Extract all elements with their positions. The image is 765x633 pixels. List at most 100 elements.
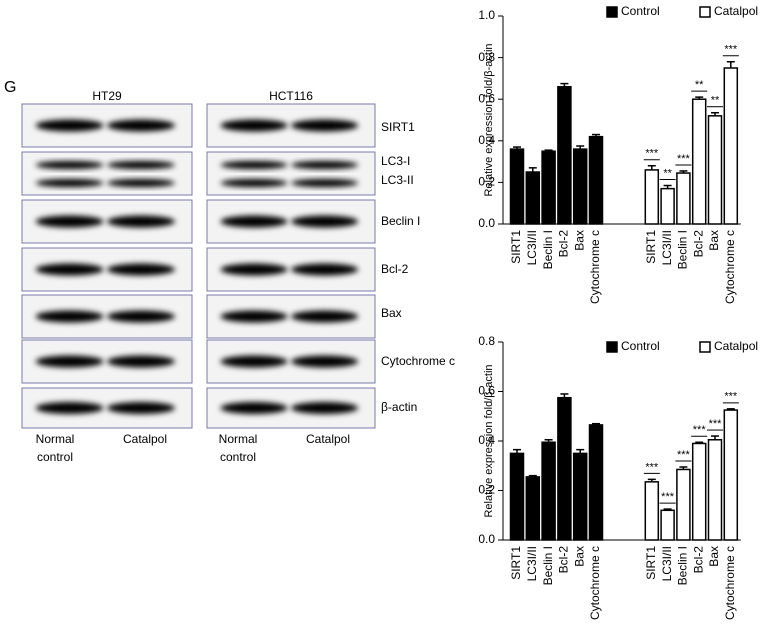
protein-label: Bax — [381, 306, 402, 320]
y-tick-label: 0.8 — [478, 50, 495, 64]
protein-label: SIRT1 — [381, 120, 415, 134]
lane-label: control — [37, 450, 73, 464]
protein-label: β-actin — [381, 400, 417, 414]
significance-label: *** — [645, 148, 659, 160]
significance-label: *** — [677, 153, 691, 165]
bar — [707, 115, 723, 225]
x-tick-label: LC3I/II — [660, 546, 674, 581]
bar — [691, 98, 707, 225]
x-tick-label: LC3I/II — [525, 230, 539, 265]
bar — [572, 148, 588, 225]
bar — [691, 442, 707, 541]
blot-band — [107, 161, 175, 169]
y-tick-label: 0.6 — [478, 91, 495, 105]
y-tick-label: 0.2 — [478, 175, 495, 189]
blot-band — [220, 161, 288, 169]
panel-label: G — [4, 79, 16, 96]
lane-label: Catalpol — [123, 432, 167, 446]
x-tick-label: Beclin I — [541, 230, 555, 269]
significance-label: *** — [724, 44, 738, 56]
bar — [676, 172, 691, 225]
blot-band — [35, 119, 104, 132]
lane-label: control — [220, 450, 256, 464]
bar — [557, 85, 572, 225]
lane-label: Normal — [36, 432, 75, 446]
y-tick-label: 0.0 — [478, 532, 495, 546]
significance-label: *** — [709, 418, 723, 430]
protein-label: Bcl-2 — [381, 262, 409, 276]
y-tick-label: 1.0 — [478, 8, 495, 22]
x-tick-label: Bax — [707, 546, 721, 567]
bar — [723, 409, 739, 541]
blot-band — [220, 119, 288, 132]
blot-band — [107, 355, 175, 368]
significance-label: ** — [663, 167, 672, 179]
x-tick-label: Bax — [572, 230, 586, 251]
x-tick-label: SIRT1 — [509, 546, 523, 580]
legend-label: Catalpol — [714, 4, 758, 18]
x-tick-label: Beclin I — [676, 230, 690, 269]
x-tick-label: SIRT1 — [644, 546, 658, 580]
blot-band — [220, 215, 288, 228]
significance-label: ** — [695, 79, 704, 91]
bar — [588, 135, 604, 225]
legend-swatch — [606, 341, 618, 353]
y-tick-label: 0.2 — [478, 483, 495, 497]
bar — [723, 67, 739, 225]
x-tick-label: Cytochrome c — [723, 230, 737, 304]
significance-label: *** — [661, 491, 675, 503]
significance-label: *** — [693, 424, 707, 436]
bar — [676, 468, 691, 541]
legend-label: Control — [621, 4, 660, 18]
bar — [660, 509, 675, 541]
blot-band — [35, 179, 104, 187]
x-tick-label: LC3I/II — [525, 546, 539, 581]
x-tick-label: Bcl-2 — [691, 546, 705, 574]
bar — [660, 187, 675, 225]
blot-band — [291, 263, 359, 276]
significance-label: *** — [677, 449, 691, 461]
blot-band — [35, 355, 104, 368]
blot-band — [107, 310, 175, 323]
blot-band — [107, 215, 175, 228]
bar — [644, 169, 660, 225]
blot-box — [206, 151, 376, 196]
blot-band — [220, 179, 288, 187]
bar — [707, 439, 723, 541]
x-tick-label: SIRT1 — [644, 230, 658, 264]
blot-band — [220, 310, 288, 323]
protein-label: Cytochrome c — [381, 354, 455, 368]
blot-band — [291, 355, 359, 368]
blot-band — [291, 161, 359, 169]
x-tick-label: Bcl-2 — [557, 230, 571, 258]
legend-label: Control — [621, 339, 660, 353]
x-tick-label: LC3I/II — [660, 230, 674, 265]
x-tick-label: Cytochrome c — [588, 230, 602, 304]
bar — [588, 424, 604, 541]
legend-swatch — [606, 6, 618, 18]
bar — [525, 476, 541, 541]
blot-band — [291, 179, 359, 187]
bar — [509, 148, 525, 225]
blot-band — [35, 263, 104, 276]
x-tick-label: Cytochrome c — [588, 546, 602, 620]
x-tick-label: Beclin I — [541, 546, 555, 585]
blot-band — [35, 310, 104, 323]
protein-label: Beclin I — [381, 214, 420, 228]
blot-band — [220, 402, 288, 414]
y-tick-label: 0.0 — [478, 216, 495, 230]
blot-band — [107, 179, 175, 187]
blot-band — [220, 355, 288, 368]
blot-band — [35, 215, 104, 228]
protein-label: LC3-I — [381, 154, 410, 168]
y-tick-label: 0.8 — [478, 334, 495, 348]
cell-line-label: HT29 — [92, 89, 122, 103]
blot-band — [107, 119, 175, 132]
y-tick-label: 0.6 — [478, 384, 495, 398]
bar — [644, 481, 660, 541]
bar — [541, 150, 556, 225]
blot-box — [21, 151, 193, 196]
blot-band — [291, 215, 359, 228]
blot-band — [291, 402, 359, 414]
blot-band — [107, 402, 175, 414]
